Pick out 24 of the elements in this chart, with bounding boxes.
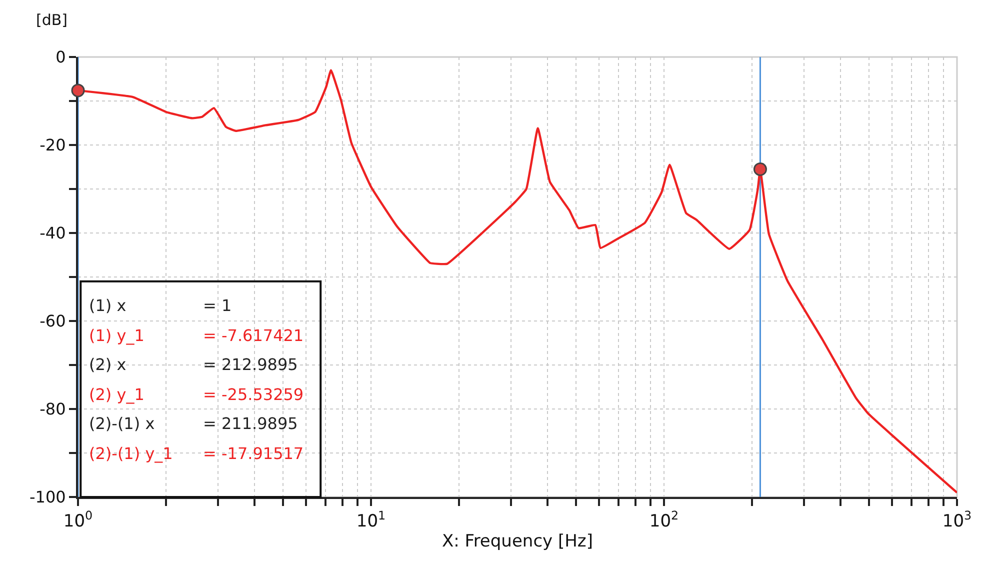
annotation: (2)-(1) x [89,414,155,433]
annotation: = -25.53259 [203,385,304,404]
y-axis-title: [dB] [36,11,68,29]
x-tick-label: 10$^{0}$ [63,508,93,532]
annotation: = 211.9895 [203,414,298,433]
annotation: (1) y_1 [89,326,144,345]
x-axis-title: X: Frequency [Hz] [442,531,593,552]
y-tick-label: -40 [40,224,66,243]
annotation: (2) x [89,355,126,374]
annotation: = -17.91517 [203,444,304,463]
x-tick-label: 10$^{3}$ [942,508,972,532]
x-tick-label: 10$^{2}$ [649,508,679,532]
annotation: (2)-(1) y_1 [89,444,173,463]
annotation: = 1 [203,296,232,315]
annotation: = 212.9895 [203,355,298,374]
y-tick-label: -80 [40,400,66,419]
annotation: (1) x [89,296,126,315]
y-tick-label: -60 [40,312,66,331]
y-tick-label: 0 [56,48,66,67]
y-tick-label: -20 [40,136,66,155]
x-tick-label: 10$^{1}$ [356,508,386,532]
annotation: (2) y_1 [89,385,144,404]
annotation: = -7.617421 [203,326,304,345]
y-tick-label: -100 [29,488,66,507]
